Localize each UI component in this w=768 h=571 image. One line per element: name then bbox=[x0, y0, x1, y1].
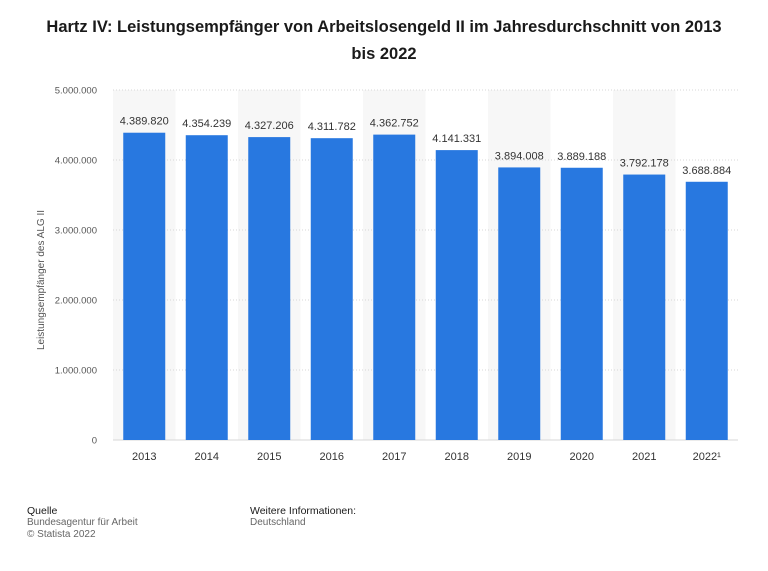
bar-2020 bbox=[560, 167, 603, 440]
y-tick-label: 2.000.000 bbox=[55, 296, 97, 307]
value-label: 4.327.206 bbox=[245, 120, 294, 132]
value-labels: 4.389.820 4.354.239 4.327.206 4.311.782 4.36… bbox=[120, 116, 731, 177]
x-tick-label: 2022¹ bbox=[693, 451, 721, 463]
source-block: Quelle Bundesagentur für Arbeit © Statis… bbox=[27, 505, 138, 541]
x-tick-label: 2020 bbox=[570, 451, 594, 463]
bar-2013 bbox=[123, 132, 166, 441]
value-label: 3.889.188 bbox=[557, 151, 606, 163]
x-tick-label: 2015 bbox=[257, 451, 281, 463]
value-label: 3.688.884 bbox=[682, 165, 731, 177]
y-tick-label: 1.000.000 bbox=[55, 366, 97, 377]
bar-2019 bbox=[498, 167, 541, 440]
more-info-heading: Weitere Informationen: bbox=[250, 505, 357, 517]
x-tick-label: 2019 bbox=[507, 451, 531, 463]
bar-2017 bbox=[373, 134, 416, 440]
bar-chart: 0 1.000.000 2.000.000 3.000.000 4.000.000 5.0… bbox=[36, 86, 738, 463]
value-label: 3.792.178 bbox=[620, 158, 669, 170]
bar-2016 bbox=[310, 138, 353, 440]
value-label: 4.311.782 bbox=[308, 121, 356, 133]
chart-title: Hartz IV: Leistungsempfänger von Arbeits… bbox=[46, 18, 722, 63]
y-tick-label: 3.000.000 bbox=[55, 226, 97, 237]
bar-2018 bbox=[435, 150, 478, 441]
x-tick-label: 2021 bbox=[632, 451, 656, 463]
x-tick-label: 2016 bbox=[320, 451, 344, 463]
value-label: 4.362.752 bbox=[370, 118, 419, 130]
y-axis-tick-labels: 0 1.000.000 2.000.000 3.000.000 4.000.000 5.0… bbox=[55, 86, 97, 447]
value-label: 4.389.820 bbox=[120, 116, 169, 128]
x-tick-label: 2013 bbox=[132, 451, 156, 463]
x-tick-label: 2018 bbox=[445, 451, 469, 463]
bar-2022¹ bbox=[685, 181, 728, 440]
bars bbox=[123, 132, 728, 441]
source-heading: Quelle bbox=[27, 505, 58, 517]
source-name: Bundesagentur für Arbeit bbox=[27, 517, 138, 528]
region: Deutschland bbox=[250, 517, 306, 528]
x-tick-label: 2017 bbox=[382, 451, 406, 463]
x-tick-label: 2014 bbox=[195, 451, 219, 463]
y-tick-label: 4.000.000 bbox=[55, 156, 97, 167]
y-tick-label: 0 bbox=[92, 436, 97, 447]
bar-2014 bbox=[185, 135, 228, 440]
more-info-block: Weitere Informationen: Deutschland bbox=[250, 505, 356, 529]
y-tick-label: 5.000.000 bbox=[55, 86, 97, 97]
x-axis-tick-labels: 2013 2014 2015 2016 2017 2018 2019 2020 2021 2022… bbox=[132, 451, 721, 463]
value-label: 4.141.331 bbox=[432, 133, 481, 145]
copyright: © Statista 2022 bbox=[27, 529, 96, 540]
bar-2015 bbox=[248, 137, 291, 440]
value-label: 3.894.008 bbox=[495, 150, 544, 162]
value-label: 4.354.239 bbox=[182, 118, 231, 130]
y-axis-label: Leistungsempfänger des ALG II bbox=[36, 210, 47, 350]
bar-2021 bbox=[623, 174, 666, 440]
